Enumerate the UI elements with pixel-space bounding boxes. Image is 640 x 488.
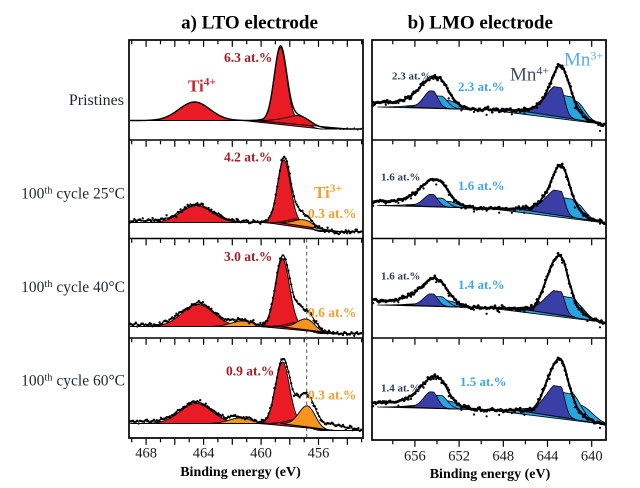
svg-text:0.6 at.%: 0.6 at.% <box>308 305 356 320</box>
svg-text:640: 640 <box>581 449 603 465</box>
svg-text:1.6 at.%: 1.6 at.% <box>381 271 420 283</box>
svg-text:Binding energy (eV): Binding energy (eV) <box>180 465 301 480</box>
svg-text:1.5 at.%: 1.5 at.% <box>460 374 507 389</box>
svg-text:0.3 at.%: 0.3 at.% <box>308 206 356 221</box>
svg-text:2.3 at.%: 2.3 at.% <box>392 71 431 83</box>
svg-text:100th cycle 25°C: 100th cycle 25°C <box>21 186 125 203</box>
svg-text:456: 456 <box>308 446 330 462</box>
svg-text:2.3 at.%: 2.3 at.% <box>458 79 505 94</box>
svg-text:460: 460 <box>250 446 272 462</box>
svg-text:100th cycle 40°C: 100th cycle 40°C <box>21 279 125 296</box>
svg-text:Binding energy (eV): Binding energy (eV) <box>430 467 551 482</box>
svg-text:b) LMO electrode: b) LMO electrode <box>408 13 553 34</box>
svg-text:468: 468 <box>135 446 157 462</box>
svg-text:6.3 at.%: 6.3 at.% <box>224 50 272 65</box>
svg-text:4.2 at.%: 4.2 at.% <box>224 150 272 165</box>
svg-text:656: 656 <box>404 449 426 465</box>
svg-text:100th cycle 60°C: 100th cycle 60°C <box>21 373 125 390</box>
svg-text:0.3 at.%: 0.3 at.% <box>308 388 356 403</box>
svg-text:648: 648 <box>492 449 514 465</box>
svg-text:1.6 at.%: 1.6 at.% <box>381 172 420 184</box>
svg-text:652: 652 <box>448 449 470 465</box>
svg-text:1.4 at.%: 1.4 at.% <box>458 277 505 292</box>
svg-text:1.6 at.%: 1.6 at.% <box>458 178 505 193</box>
svg-text:0.9 at.%: 0.9 at.% <box>226 364 274 379</box>
svg-text:1.4 at.%: 1.4 at.% <box>381 383 420 395</box>
svg-text:a) LTO electrode: a) LTO electrode <box>181 13 318 34</box>
svg-text:644: 644 <box>537 449 560 465</box>
svg-text:464: 464 <box>193 446 216 462</box>
svg-text:3.0 at.%: 3.0 at.% <box>224 249 272 264</box>
svg-text:Pristines: Pristines <box>69 92 124 109</box>
